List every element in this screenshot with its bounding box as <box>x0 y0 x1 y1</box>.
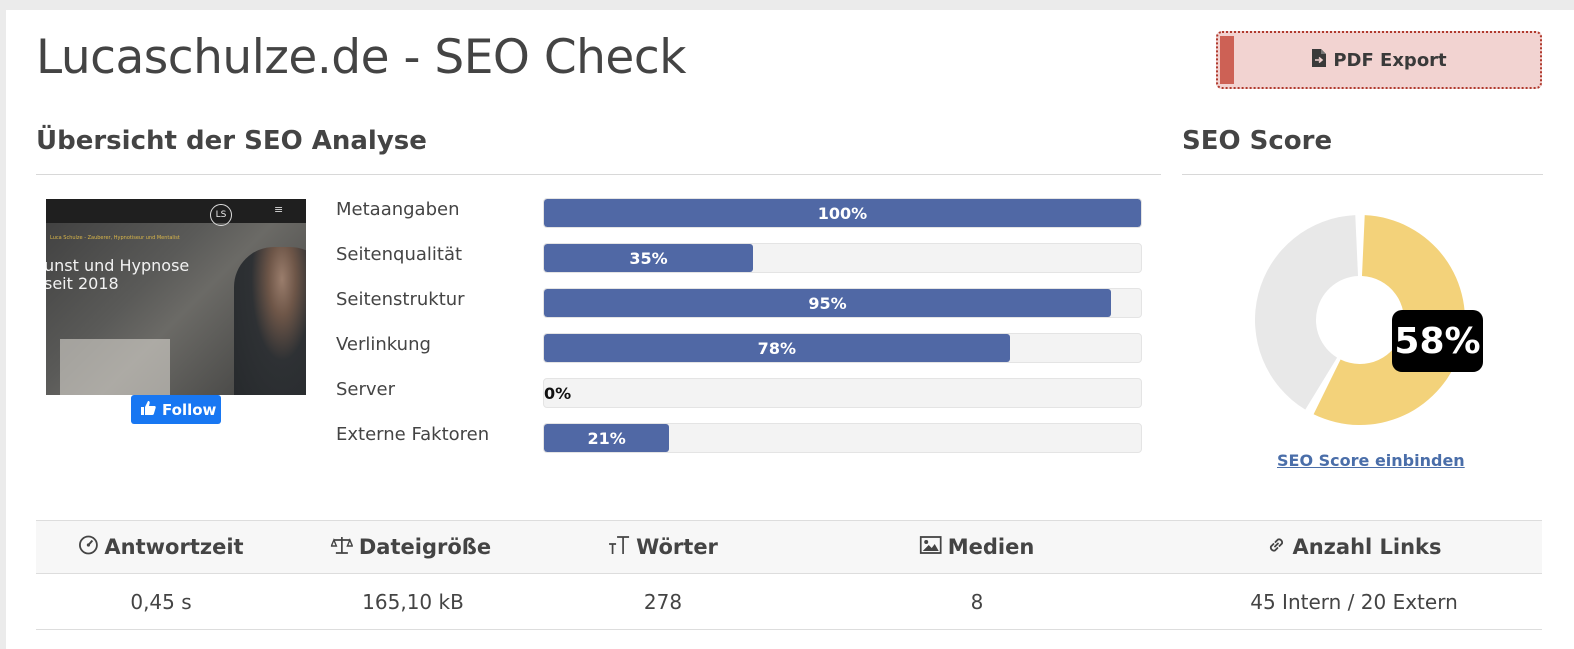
stat-header-label: Medien <box>947 535 1035 559</box>
stat-value-links: 45 Intern / 20 Extern <box>1250 590 1458 614</box>
category-bar-track: 95% <box>543 288 1142 318</box>
overview-divider <box>36 174 1161 175</box>
category-bar-track: 35% <box>543 243 1142 273</box>
category-bar-fill <box>544 199 1141 227</box>
category-bar-row: Metaangaben 100% <box>336 198 1142 228</box>
category-bar-label: Seitenqualität <box>336 244 463 265</box>
pdf-export-button[interactable]: PDF Export <box>1216 31 1542 89</box>
score-divider <box>1182 174 1543 175</box>
stat-header-label: Antwortzeit <box>104 535 244 559</box>
gauge-icon <box>78 535 98 560</box>
thumbnail-subtitle: Luca Schulze - Zauberer, Hypnotiseur und… <box>50 235 180 241</box>
category-bar-value: 21% <box>587 429 626 448</box>
category-bar-label: Server <box>336 379 396 400</box>
thumbs-up-icon <box>141 400 156 419</box>
category-bar-fill <box>544 334 1010 362</box>
pdf-export-label: PDF Export <box>1333 49 1447 71</box>
category-bar-track: 21% <box>543 423 1142 453</box>
stat-header-media: Medien <box>919 521 1035 573</box>
category-bar-fill <box>544 289 1112 317</box>
category-bar-fill <box>544 244 753 272</box>
category-bar-row: Seitenstruktur 95% <box>336 288 1142 318</box>
stat-header-links: Anzahl Links <box>1266 521 1442 573</box>
category-bar-track: 78% <box>543 333 1142 363</box>
category-bar-row: Externe Faktoren 21% <box>336 423 1142 453</box>
page-title: Lucaschulze.de - SEO Check <box>36 30 686 85</box>
category-bar-row: Verlinkung 78% <box>336 333 1142 363</box>
stat-value-file-size: 165,10 kB <box>362 590 464 614</box>
hamburger-icon: ≡ <box>274 203 284 216</box>
category-bar-row: Seitenqualität 35% <box>336 243 1142 273</box>
text-size-icon <box>608 535 630 560</box>
category-bar-row: Server 0% <box>336 378 1142 408</box>
button-accent-stripe <box>1220 36 1234 84</box>
stat-header-label: Wörter <box>636 535 718 559</box>
embed-score-link[interactable]: SEO Score einbinden <box>1277 451 1465 470</box>
scale-icon <box>330 535 354 560</box>
thumbnail-hero-text: unst und Hypnose seit 2018 <box>46 256 190 293</box>
website-screenshot: LS ≡ Luca Schulze - Zauberer, Hypnotiseu… <box>46 199 306 395</box>
category-bar-label: Seitenstruktur <box>336 289 465 310</box>
category-bar-label: Metaangaben <box>336 199 460 220</box>
category-bar-value: 78% <box>757 339 796 358</box>
stat-value-media: 8 <box>970 590 984 614</box>
stat-header-label: Dateigröße <box>358 535 492 559</box>
follow-label: Follow <box>162 400 217 419</box>
link-icon <box>1266 535 1286 560</box>
stats-header-row: Antwortzeit Dateigröße Wörter Medien Anz… <box>36 520 1542 574</box>
stat-value-response-time: 0,45 s <box>130 590 192 614</box>
category-bar-value: 100% <box>817 204 868 223</box>
category-bar-track: 0% <box>543 378 1142 408</box>
stat-header-response-time: Antwortzeit <box>78 521 244 573</box>
stat-value-words: 278 <box>643 590 683 614</box>
stat-header-words: Wörter <box>608 521 718 573</box>
thumbnail-topbar <box>46 199 306 223</box>
category-bar-value: 0% <box>544 384 572 403</box>
category-bar-fill <box>544 424 670 452</box>
category-bar-label: Verlinkung <box>336 334 431 355</box>
stats-value-row: 0,45 s 165,10 kB 278 8 45 Intern / 20 Ex… <box>36 575 1542 630</box>
stat-header-file-size: Dateigröße <box>330 521 492 573</box>
site-logo: LS <box>210 204 232 226</box>
score-donut-chart <box>1255 215 1465 425</box>
file-export-icon <box>1311 48 1327 73</box>
score-value-badge: 58% <box>1392 310 1483 372</box>
overview-title: Übersicht der SEO Analyse <box>36 126 427 156</box>
score-achieved-segment <box>1313 215 1465 425</box>
image-icon <box>919 535 942 559</box>
category-bar-track: 100% <box>543 198 1142 228</box>
score-title: SEO Score <box>1182 126 1333 156</box>
person-shape <box>234 247 306 395</box>
score-remaining-segment <box>1255 215 1359 410</box>
category-bar-label: Externe Faktoren <box>336 424 490 445</box>
easel-shape <box>60 339 170 395</box>
category-bar-value: 35% <box>629 249 668 268</box>
facebook-follow-button[interactable]: Follow <box>131 395 221 424</box>
stat-header-label: Anzahl Links <box>1292 535 1442 559</box>
category-bar-value: 95% <box>808 294 847 313</box>
